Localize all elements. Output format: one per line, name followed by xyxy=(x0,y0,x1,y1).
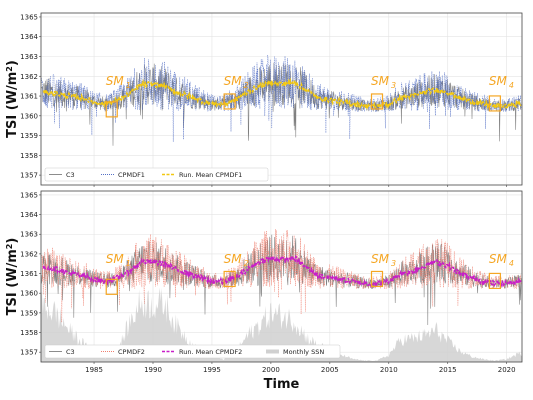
solar-minimum-subscript: 1 xyxy=(126,259,131,268)
top-legend: C3 CPMDF1 Run. Mean CPMDF1 xyxy=(44,167,269,182)
y-label-main: TSI (W/m xyxy=(5,72,20,138)
solar-minimum-box xyxy=(370,93,384,110)
running-mean-line xyxy=(42,77,522,110)
top-y-ticks: 1357 1358 1359 1360 1361 1362 1363 1364 1365 xyxy=(20,13,41,180)
bottom-legend: C3 CPMDF2 Run. Mean CPMDF2 Monthly SSN xyxy=(44,344,341,359)
y-tick-label: 1358 xyxy=(20,152,38,160)
solar-minimum-box xyxy=(105,101,118,118)
y-tick-label: 1361 xyxy=(20,270,38,278)
x-tick-label: 2010 xyxy=(380,366,398,374)
solar-minimum-subscript: 4 xyxy=(509,81,514,90)
solar-minimum-box xyxy=(488,95,501,112)
legend-label: C3 xyxy=(66,348,75,356)
bottom-plot-frame xyxy=(40,190,523,363)
legend-swatch xyxy=(266,349,279,354)
top-noise xyxy=(41,54,522,146)
bottom-running-mean xyxy=(42,253,522,289)
top-running-mean xyxy=(42,77,522,110)
solar-minimum-label: SM xyxy=(371,252,390,266)
y-tick-label: 1358 xyxy=(20,329,38,337)
y-tick-label: 1360 xyxy=(20,112,38,120)
solar-minimum-label: SM xyxy=(489,74,508,88)
legend-label: Monthly SSN xyxy=(283,348,324,356)
cpmdf1-series xyxy=(41,54,522,142)
y-tick-label: 1359 xyxy=(20,132,38,140)
y-tick-label: 1361 xyxy=(20,93,38,101)
y-tick-label: 1360 xyxy=(20,290,38,298)
bottom-y-ticks: 1357 1358 1359 1360 1361 1362 1363 1364 1365 xyxy=(20,191,41,357)
solar-minimum-label: SM xyxy=(489,252,508,266)
y-tick-label: 1363 xyxy=(20,53,38,61)
x-axis-label: Time xyxy=(264,377,300,392)
y-tick-label: 1362 xyxy=(20,73,38,81)
y-tick-label: 1364 xyxy=(20,33,38,41)
x-tick-label: 2015 xyxy=(439,366,457,374)
top-panel: SM 1 SM 2 SM 3 SM 4 135713581359136013611362136… xyxy=(5,12,523,187)
y-tick-label: 1363 xyxy=(20,231,38,239)
y-label-close: ) xyxy=(5,238,20,244)
solar-minimum-box xyxy=(223,270,236,288)
solar-minimum-label: SM xyxy=(224,252,243,266)
y-label-superscript: 2 xyxy=(5,244,14,250)
y-tick-label: 1362 xyxy=(20,250,38,258)
legend-box xyxy=(44,344,341,359)
y-tick-label: 1359 xyxy=(20,309,38,317)
solar-minimum-box xyxy=(223,93,236,110)
solar-minimum-label: SM xyxy=(224,74,243,88)
bottom-y-axis-label: TSI (W/m2) xyxy=(5,238,21,316)
legend-label: Run. Mean CPMDF2 xyxy=(179,348,242,356)
y-tick-label: 1365 xyxy=(20,191,38,199)
solar-minimum-box xyxy=(488,272,501,290)
x-tick-label: 2000 xyxy=(262,366,280,374)
x-tick-label: 1995 xyxy=(203,366,221,374)
x-tick-label: 2005 xyxy=(321,366,339,374)
top-x-ticks xyxy=(93,185,507,187)
legend-label: CPMDF2 xyxy=(118,348,145,356)
solar-minimum-subscript: 1 xyxy=(126,81,131,90)
legend-label: CPMDF1 xyxy=(118,171,145,179)
solar-minimum-subscript: 2 xyxy=(244,81,249,90)
running-mean-line xyxy=(42,253,522,289)
solar-minimum-label: SM xyxy=(371,74,390,88)
top-plot-frame xyxy=(40,12,523,186)
solar-minimum-subscript: 3 xyxy=(391,81,396,90)
bottom-panel: SM 1 SM 2 SM 3 SM 4 135713581359136013611362136… xyxy=(5,190,523,392)
bottom-ssn-area xyxy=(41,287,522,362)
y-tick-label: 1357 xyxy=(20,172,38,180)
solar-minimum-box xyxy=(370,270,384,288)
y-tick-label: 1365 xyxy=(20,13,38,21)
solar-minimum-label: SM xyxy=(106,252,125,266)
legend-label: C3 xyxy=(66,171,75,179)
legend-box xyxy=(44,167,269,182)
solar-minimum-label: SM xyxy=(106,74,125,88)
bottom-x-ticks: 1985 1990 1995 2000 2005 2010 2015 2020 xyxy=(85,362,516,374)
solar-minimum-box xyxy=(105,278,118,295)
y-tick-label: 1357 xyxy=(20,349,38,357)
y-label-superscript: 2 xyxy=(5,66,14,72)
x-tick-label: 1985 xyxy=(85,366,103,374)
top-minima-markers: SM 1 SM 2 SM 3 SM 4 xyxy=(105,74,514,118)
y-label-main: TSI (W/m xyxy=(5,249,20,315)
x-tick-label: 2020 xyxy=(498,366,516,374)
top-y-axis-label: TSI (W/m2) xyxy=(5,60,21,138)
bottom-minima-markers: SM 1 SM 2 SM 3 SM 4 xyxy=(105,252,514,295)
x-tick-label: 1990 xyxy=(144,366,162,374)
solar-minimum-subscript: 4 xyxy=(509,259,514,268)
legend-label: Run. Mean CPMDF1 xyxy=(179,171,242,179)
solar-minimum-subscript: 3 xyxy=(391,259,396,268)
ssn-area xyxy=(41,287,522,362)
solar-minimum-subscript: 2 xyxy=(244,259,249,268)
y-tick-label: 1364 xyxy=(20,211,38,219)
y-label-close: ) xyxy=(5,60,20,66)
